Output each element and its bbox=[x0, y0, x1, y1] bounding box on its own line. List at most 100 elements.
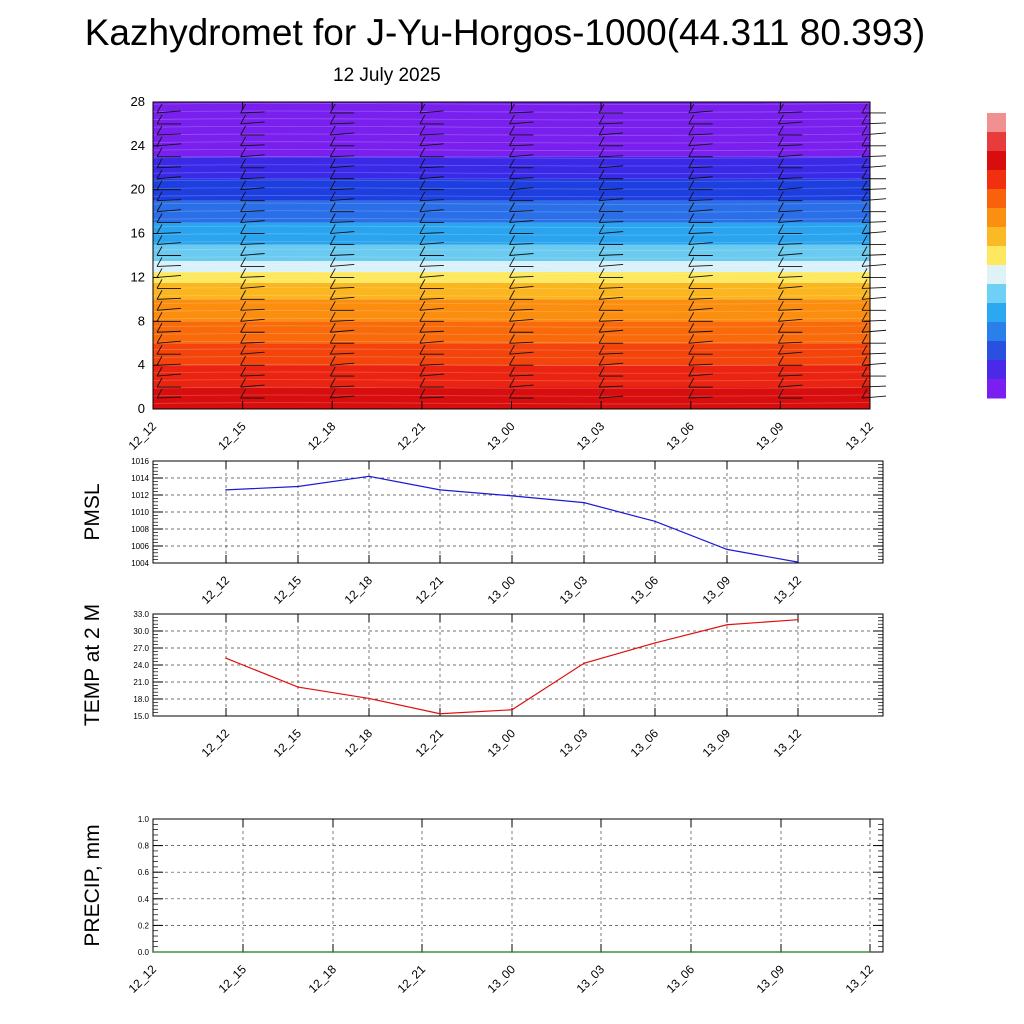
contour-line bbox=[152, 386, 871, 389]
wind-barb bbox=[240, 136, 265, 147]
wind-barb bbox=[688, 377, 713, 388]
wind-barb bbox=[240, 366, 265, 377]
contour-line bbox=[152, 394, 871, 397]
wind-barb bbox=[329, 355, 355, 366]
wind-barb bbox=[688, 191, 713, 202]
wind-barb bbox=[156, 333, 182, 344]
wind-barb bbox=[156, 366, 182, 377]
wind-barb bbox=[419, 147, 444, 158]
contour-line bbox=[152, 125, 871, 129]
wind-barb bbox=[419, 257, 444, 267]
wind-barb bbox=[156, 290, 182, 300]
wind-barb bbox=[240, 147, 265, 158]
data-point bbox=[869, 951, 871, 953]
wind-barb bbox=[861, 158, 887, 169]
wind-barb bbox=[777, 169, 803, 180]
wind-barb bbox=[156, 388, 182, 399]
wind-barb bbox=[509, 279, 534, 289]
wind-barb bbox=[777, 224, 803, 235]
wind-barb bbox=[419, 114, 444, 125]
wind-barb bbox=[598, 202, 624, 213]
data-point bbox=[583, 662, 585, 665]
contour-line bbox=[152, 333, 871, 336]
y-tick-label: 0.0 bbox=[138, 948, 150, 957]
wind-barb bbox=[509, 366, 534, 377]
contour-line bbox=[152, 179, 871, 182]
wind-barb bbox=[419, 279, 444, 289]
colorbar-segment bbox=[987, 322, 1006, 342]
wind-barb bbox=[156, 224, 182, 235]
wind-barb bbox=[509, 312, 534, 322]
wind-barb bbox=[777, 355, 803, 366]
wind-barb bbox=[509, 235, 534, 245]
wind-barb bbox=[777, 136, 803, 147]
wind-barb bbox=[156, 169, 182, 180]
wind-barb bbox=[329, 246, 355, 256]
y-tick-label: 24.0 bbox=[133, 661, 149, 670]
wind-barb bbox=[688, 147, 713, 158]
wind-barb bbox=[598, 355, 624, 366]
wind-barb bbox=[156, 147, 181, 158]
contour-line bbox=[152, 102, 871, 106]
y-axis-label: TEMP at 2 M bbox=[81, 604, 104, 726]
wind-barb bbox=[598, 180, 624, 191]
wind-barb bbox=[156, 103, 182, 114]
wind-barb bbox=[509, 290, 534, 300]
contour-line bbox=[152, 325, 871, 328]
wind-barb bbox=[240, 333, 265, 344]
colorbar-segment bbox=[987, 151, 1006, 171]
wind-barb bbox=[419, 268, 444, 278]
wind-barb bbox=[329, 235, 355, 245]
wind-barb bbox=[419, 301, 444, 311]
contour-line bbox=[152, 256, 871, 259]
data-point bbox=[439, 712, 441, 715]
wind-barb bbox=[861, 202, 886, 213]
wind-barb bbox=[598, 191, 624, 202]
x-tick-label: 13_06 bbox=[664, 962, 698, 996]
wind-barb bbox=[156, 323, 182, 333]
wind-barb bbox=[329, 257, 355, 267]
wind-barb bbox=[240, 158, 265, 169]
wind-barb bbox=[598, 312, 624, 322]
wind-barb bbox=[861, 388, 887, 399]
y-tick-label: 21.0 bbox=[133, 678, 149, 687]
wind-barb bbox=[598, 344, 624, 355]
wind-barb bbox=[329, 377, 355, 388]
x-tick-label: 13_03 bbox=[574, 962, 608, 996]
wind-barb bbox=[509, 136, 534, 147]
y-tick-label: 0.8 bbox=[138, 842, 150, 851]
wind-barb bbox=[156, 202, 182, 213]
wind-barb bbox=[240, 246, 265, 256]
wind-barb bbox=[777, 323, 803, 333]
wind-barb bbox=[861, 323, 887, 333]
y-tick-label: 15.0 bbox=[133, 712, 149, 721]
wind-barb bbox=[240, 355, 265, 366]
heatmap-band-13 bbox=[153, 102, 870, 157]
wind-barb bbox=[240, 235, 265, 245]
contour-line bbox=[152, 302, 871, 305]
y-tick-label: 28 bbox=[131, 94, 145, 109]
data-point bbox=[726, 548, 728, 551]
wind-barb bbox=[688, 158, 713, 169]
contour-line bbox=[152, 225, 871, 228]
wind-barb bbox=[240, 388, 265, 399]
wind-barb bbox=[240, 169, 265, 180]
wind-barb bbox=[777, 202, 803, 213]
wind-barb bbox=[598, 235, 624, 245]
y-tick-label: 0.6 bbox=[138, 868, 150, 877]
wind-barb bbox=[240, 114, 265, 125]
wind-barb bbox=[688, 125, 713, 136]
data-point bbox=[780, 951, 782, 953]
wind-barb bbox=[329, 268, 355, 278]
wind-barb bbox=[688, 355, 713, 366]
wind-barb bbox=[861, 114, 887, 125]
wind-barb bbox=[240, 224, 265, 235]
y-tick-label: 12 bbox=[131, 269, 145, 284]
wind-barb bbox=[598, 366, 624, 377]
y-tick-label: 1014 bbox=[131, 474, 149, 483]
wind-barb bbox=[777, 158, 803, 169]
wind-barb bbox=[329, 224, 355, 235]
contour-line bbox=[152, 148, 871, 152]
wind-barb bbox=[509, 158, 534, 169]
